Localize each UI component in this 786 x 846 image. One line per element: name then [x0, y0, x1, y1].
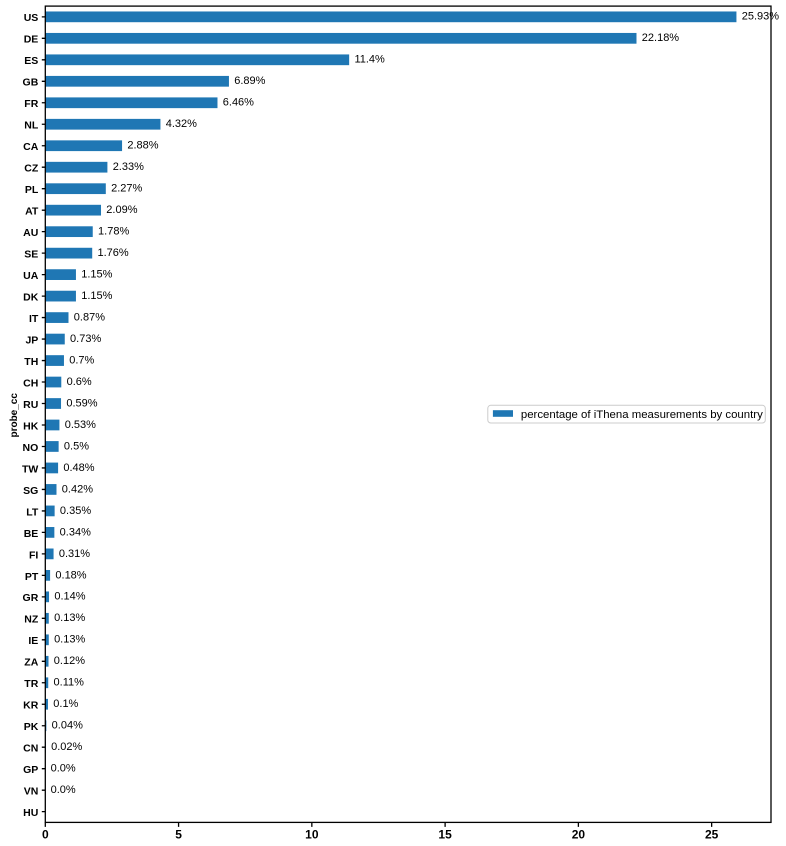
svg-text:20: 20 — [572, 827, 586, 841]
svg-text:0.1%: 0.1% — [53, 698, 78, 710]
svg-text:2.88%: 2.88% — [127, 140, 158, 152]
svg-text:0.5%: 0.5% — [64, 440, 89, 452]
svg-text:BE: BE — [24, 528, 39, 540]
svg-text:0.87%: 0.87% — [74, 311, 105, 323]
svg-text:0.6%: 0.6% — [67, 376, 92, 388]
svg-text:0.0%: 0.0% — [51, 784, 76, 796]
svg-text:LT: LT — [26, 506, 39, 518]
svg-text:0.13%: 0.13% — [54, 634, 85, 646]
svg-text:1.15%: 1.15% — [81, 269, 112, 281]
svg-text:TR: TR — [24, 678, 38, 690]
svg-text:percentage of iThena measureme: percentage of iThena measurements by cou… — [521, 409, 763, 421]
svg-text:22.18%: 22.18% — [642, 32, 680, 44]
svg-text:GR: GR — [23, 592, 39, 604]
svg-text:IT: IT — [29, 313, 39, 325]
svg-text:RU: RU — [23, 399, 38, 411]
svg-text:0.12%: 0.12% — [54, 655, 85, 667]
svg-text:10: 10 — [305, 827, 319, 841]
svg-text:6.89%: 6.89% — [234, 75, 265, 87]
svg-text:TW: TW — [22, 463, 38, 475]
svg-text:SE: SE — [24, 249, 38, 261]
svg-text:US: US — [24, 12, 39, 24]
svg-text:1.76%: 1.76% — [98, 247, 129, 259]
svg-text:HU: HU — [23, 807, 38, 819]
svg-text:DE: DE — [24, 34, 39, 46]
svg-text:KR: KR — [23, 700, 39, 712]
svg-text:2.33%: 2.33% — [113, 161, 144, 173]
svg-text:0.0%: 0.0% — [51, 763, 76, 775]
svg-text:AT: AT — [25, 206, 39, 218]
svg-text:0.59%: 0.59% — [66, 397, 97, 409]
svg-text:15: 15 — [438, 827, 452, 841]
svg-text:IE: IE — [28, 635, 38, 647]
svg-text:TH: TH — [24, 356, 38, 368]
svg-text:JP: JP — [25, 334, 38, 346]
svg-text:ZA: ZA — [24, 657, 38, 669]
svg-text:NZ: NZ — [24, 614, 39, 626]
svg-text:0.04%: 0.04% — [52, 720, 83, 732]
svg-text:probe_cc: probe_cc — [9, 393, 20, 438]
svg-text:UA: UA — [23, 270, 39, 282]
svg-text:2.27%: 2.27% — [111, 183, 142, 195]
svg-text:0.31%: 0.31% — [59, 548, 90, 560]
svg-text:1.15%: 1.15% — [81, 290, 112, 302]
svg-text:6.46%: 6.46% — [223, 97, 254, 109]
svg-text:GB: GB — [23, 77, 39, 89]
svg-text:VN: VN — [24, 786, 39, 798]
svg-text:SG: SG — [23, 485, 38, 497]
svg-text:0.02%: 0.02% — [51, 741, 82, 753]
svg-text:0.14%: 0.14% — [54, 591, 85, 603]
svg-text:PT: PT — [25, 571, 39, 583]
svg-text:HK: HK — [23, 420, 39, 432]
svg-text:FI: FI — [29, 549, 38, 561]
svg-text:25.93%: 25.93% — [742, 11, 780, 23]
svg-text:0: 0 — [42, 827, 49, 841]
svg-text:0.7%: 0.7% — [69, 354, 94, 366]
svg-text:NO: NO — [23, 442, 39, 454]
svg-text:CA: CA — [23, 141, 39, 153]
svg-text:5: 5 — [175, 827, 182, 841]
svg-text:0.53%: 0.53% — [65, 419, 96, 431]
svg-text:0.11%: 0.11% — [54, 677, 85, 689]
svg-text:CN: CN — [23, 743, 38, 755]
svg-text:PL: PL — [25, 184, 39, 196]
svg-text:DK: DK — [23, 292, 39, 304]
svg-text:GP: GP — [23, 764, 38, 776]
svg-text:0.42%: 0.42% — [62, 483, 93, 495]
svg-text:4.32%: 4.32% — [166, 118, 197, 130]
svg-text:PK: PK — [24, 721, 39, 733]
svg-text:CH: CH — [23, 377, 38, 389]
svg-text:0.48%: 0.48% — [63, 462, 94, 474]
svg-text:11.4%: 11.4% — [354, 54, 385, 66]
svg-text:25: 25 — [705, 827, 719, 841]
svg-text:0.18%: 0.18% — [55, 569, 86, 581]
svg-text:0.13%: 0.13% — [54, 612, 85, 624]
svg-text:ES: ES — [24, 55, 38, 67]
svg-text:0.73%: 0.73% — [70, 333, 101, 345]
svg-text:1.78%: 1.78% — [98, 226, 129, 238]
svg-text:FR: FR — [24, 98, 38, 110]
svg-text:2.09%: 2.09% — [106, 204, 137, 216]
svg-text:NL: NL — [24, 120, 39, 132]
svg-text:0.35%: 0.35% — [60, 505, 91, 517]
svg-text:AU: AU — [23, 227, 38, 239]
svg-text:CZ: CZ — [24, 163, 39, 175]
svg-text:0.34%: 0.34% — [60, 526, 91, 538]
